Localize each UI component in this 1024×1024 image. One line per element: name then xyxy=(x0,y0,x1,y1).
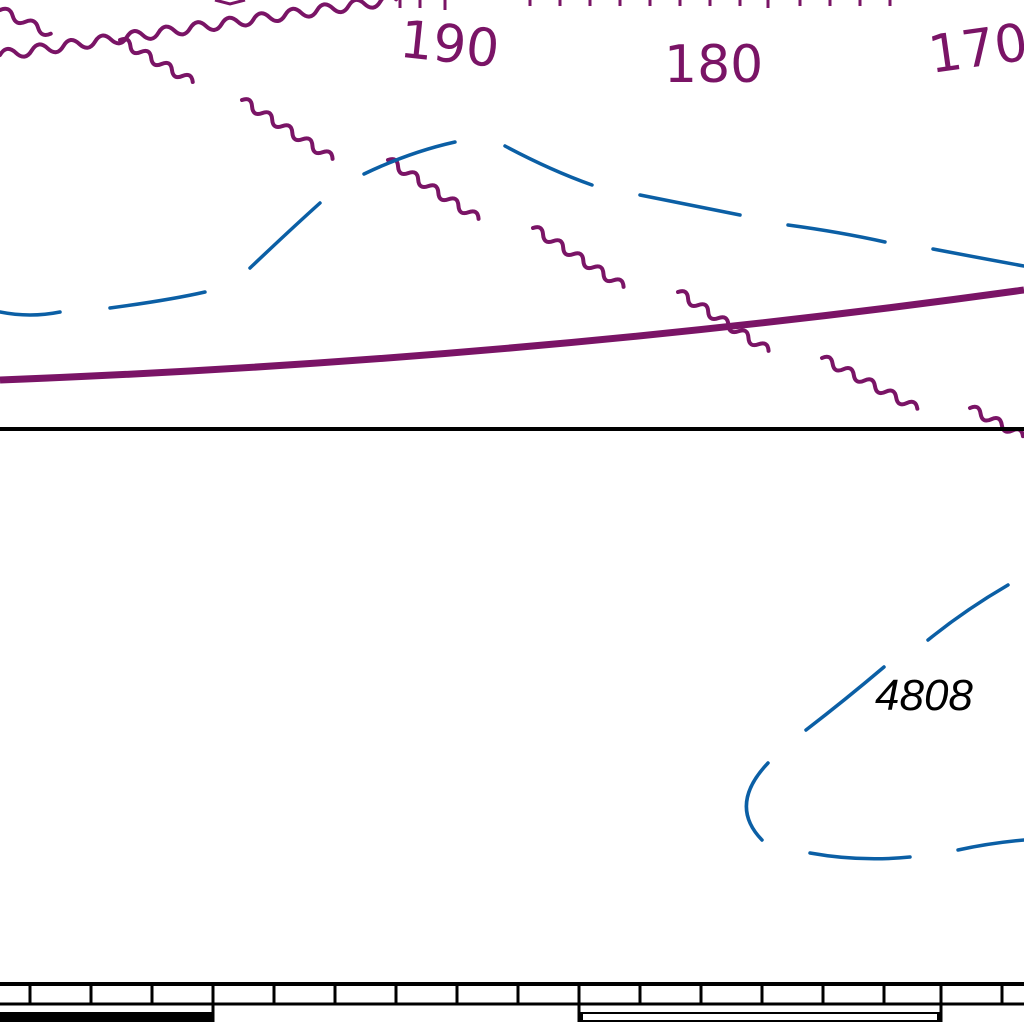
course-line xyxy=(0,286,1024,384)
wavy-line-top xyxy=(0,0,399,59)
wavy-line-diagonal xyxy=(118,36,1024,439)
bearing-label-170: 170 xyxy=(925,13,1024,86)
depth-contour-upper xyxy=(0,140,1024,317)
compass-rose-ticks xyxy=(214,0,892,10)
bearing-label-180: 180 xyxy=(664,35,763,95)
bearing-label-190: 190 xyxy=(397,10,502,80)
scale-bar xyxy=(0,982,1024,1022)
sounding-label: 4808 xyxy=(875,671,973,720)
depth-contour-lower xyxy=(744,583,1024,861)
